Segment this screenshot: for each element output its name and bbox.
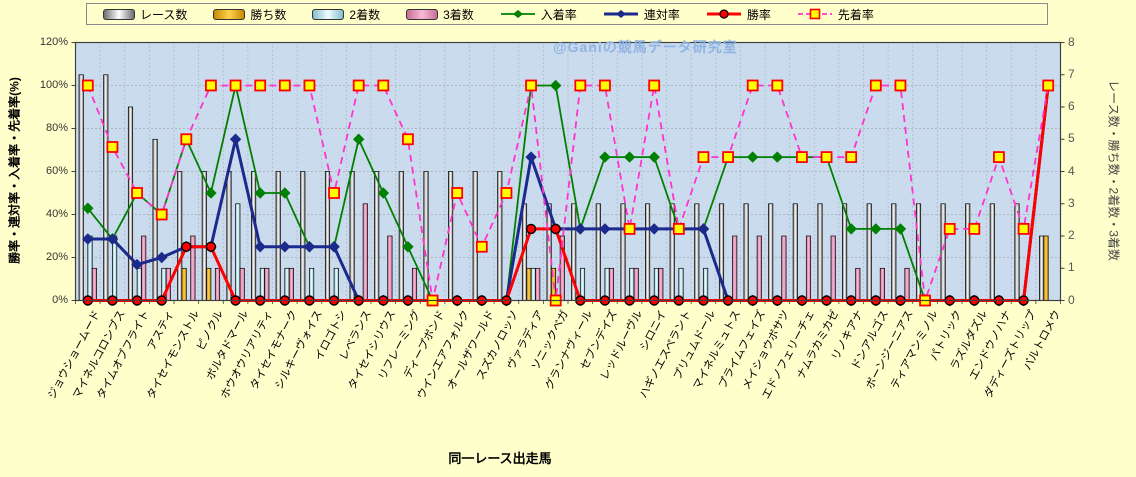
y-left-tick-100%: 100% [39, 78, 68, 91]
y-left-tick-20%: 20% [45, 250, 68, 263]
x-axis-title: 同一レース出走馬 [448, 451, 552, 466]
y-right-tick-5: 5 [1068, 131, 1075, 146]
y-axis-right-title: レース数・勝ち数・2着数・3着数 [1106, 80, 1121, 261]
y-left-tick-0%: 0% [52, 293, 68, 306]
legend-item-勝ち数: 勝ち数 [213, 6, 286, 23]
legend-item-レース数: レース数 [103, 6, 187, 23]
legend-swatch-3着数 [406, 8, 439, 20]
legend-swatch-勝率 [706, 9, 741, 19]
y-left-tick-120%: 120% [39, 35, 68, 48]
y-axis-left-title: 勝率・連対率・入着率・先着率(%) [7, 77, 22, 264]
legend-label: 入着率 [540, 7, 577, 22]
legend-item-2着数: 2着数 [312, 6, 380, 23]
chart-legend: レース数 勝ち数 2着数 3着数 入着率 連対率 勝率 先着率 [86, 3, 1048, 25]
legend-item-入着率: 入着率 [500, 6, 577, 23]
y-right-tick-6: 6 [1068, 99, 1075, 113]
legend-label: 勝率 [746, 7, 771, 22]
legend-label: 連対率 [643, 7, 680, 22]
y-right-tick-7: 7 [1068, 66, 1075, 81]
y-right-tick-4: 4 [1068, 163, 1075, 178]
legend-item-先着率: 先着率 [797, 6, 874, 23]
y-right-tick-2: 2 [1068, 228, 1075, 242]
legend-swatch-レース数 [103, 8, 135, 20]
legend-item-勝率: 勝率 [706, 6, 771, 23]
y-right-tick-0: 0 [1068, 292, 1075, 307]
y-left-tick-80%: 80% [45, 121, 68, 134]
watermark-text: @Ganiの競馬データ研究室 [553, 39, 738, 55]
y-right-tick-1: 1 [1068, 260, 1075, 275]
y-left-tick-40%: 40% [45, 207, 68, 220]
legend-swatch-連対率 [603, 10, 638, 18]
y-left-tick-60%: 60% [45, 164, 68, 177]
legend-swatch-入着率 [500, 10, 535, 18]
legend-swatch-先着率 [797, 8, 832, 20]
y-right-tick-3: 3 [1068, 195, 1075, 210]
legend-label: 3着数 [443, 7, 474, 22]
legend-label: レース数 [140, 7, 188, 22]
legend-swatch-2着数 [312, 8, 345, 20]
legend-label: 勝ち数 [250, 7, 287, 22]
legend-swatch-勝ち数 [213, 8, 246, 20]
legend-label: 先着率 [837, 7, 874, 22]
legend-label: 2着数 [349, 7, 381, 22]
legend-item-3着数: 3着数 [406, 6, 474, 23]
y-right-tick-8: 8 [1068, 34, 1075, 49]
legend-item-連対率: 連対率 [603, 6, 680, 23]
